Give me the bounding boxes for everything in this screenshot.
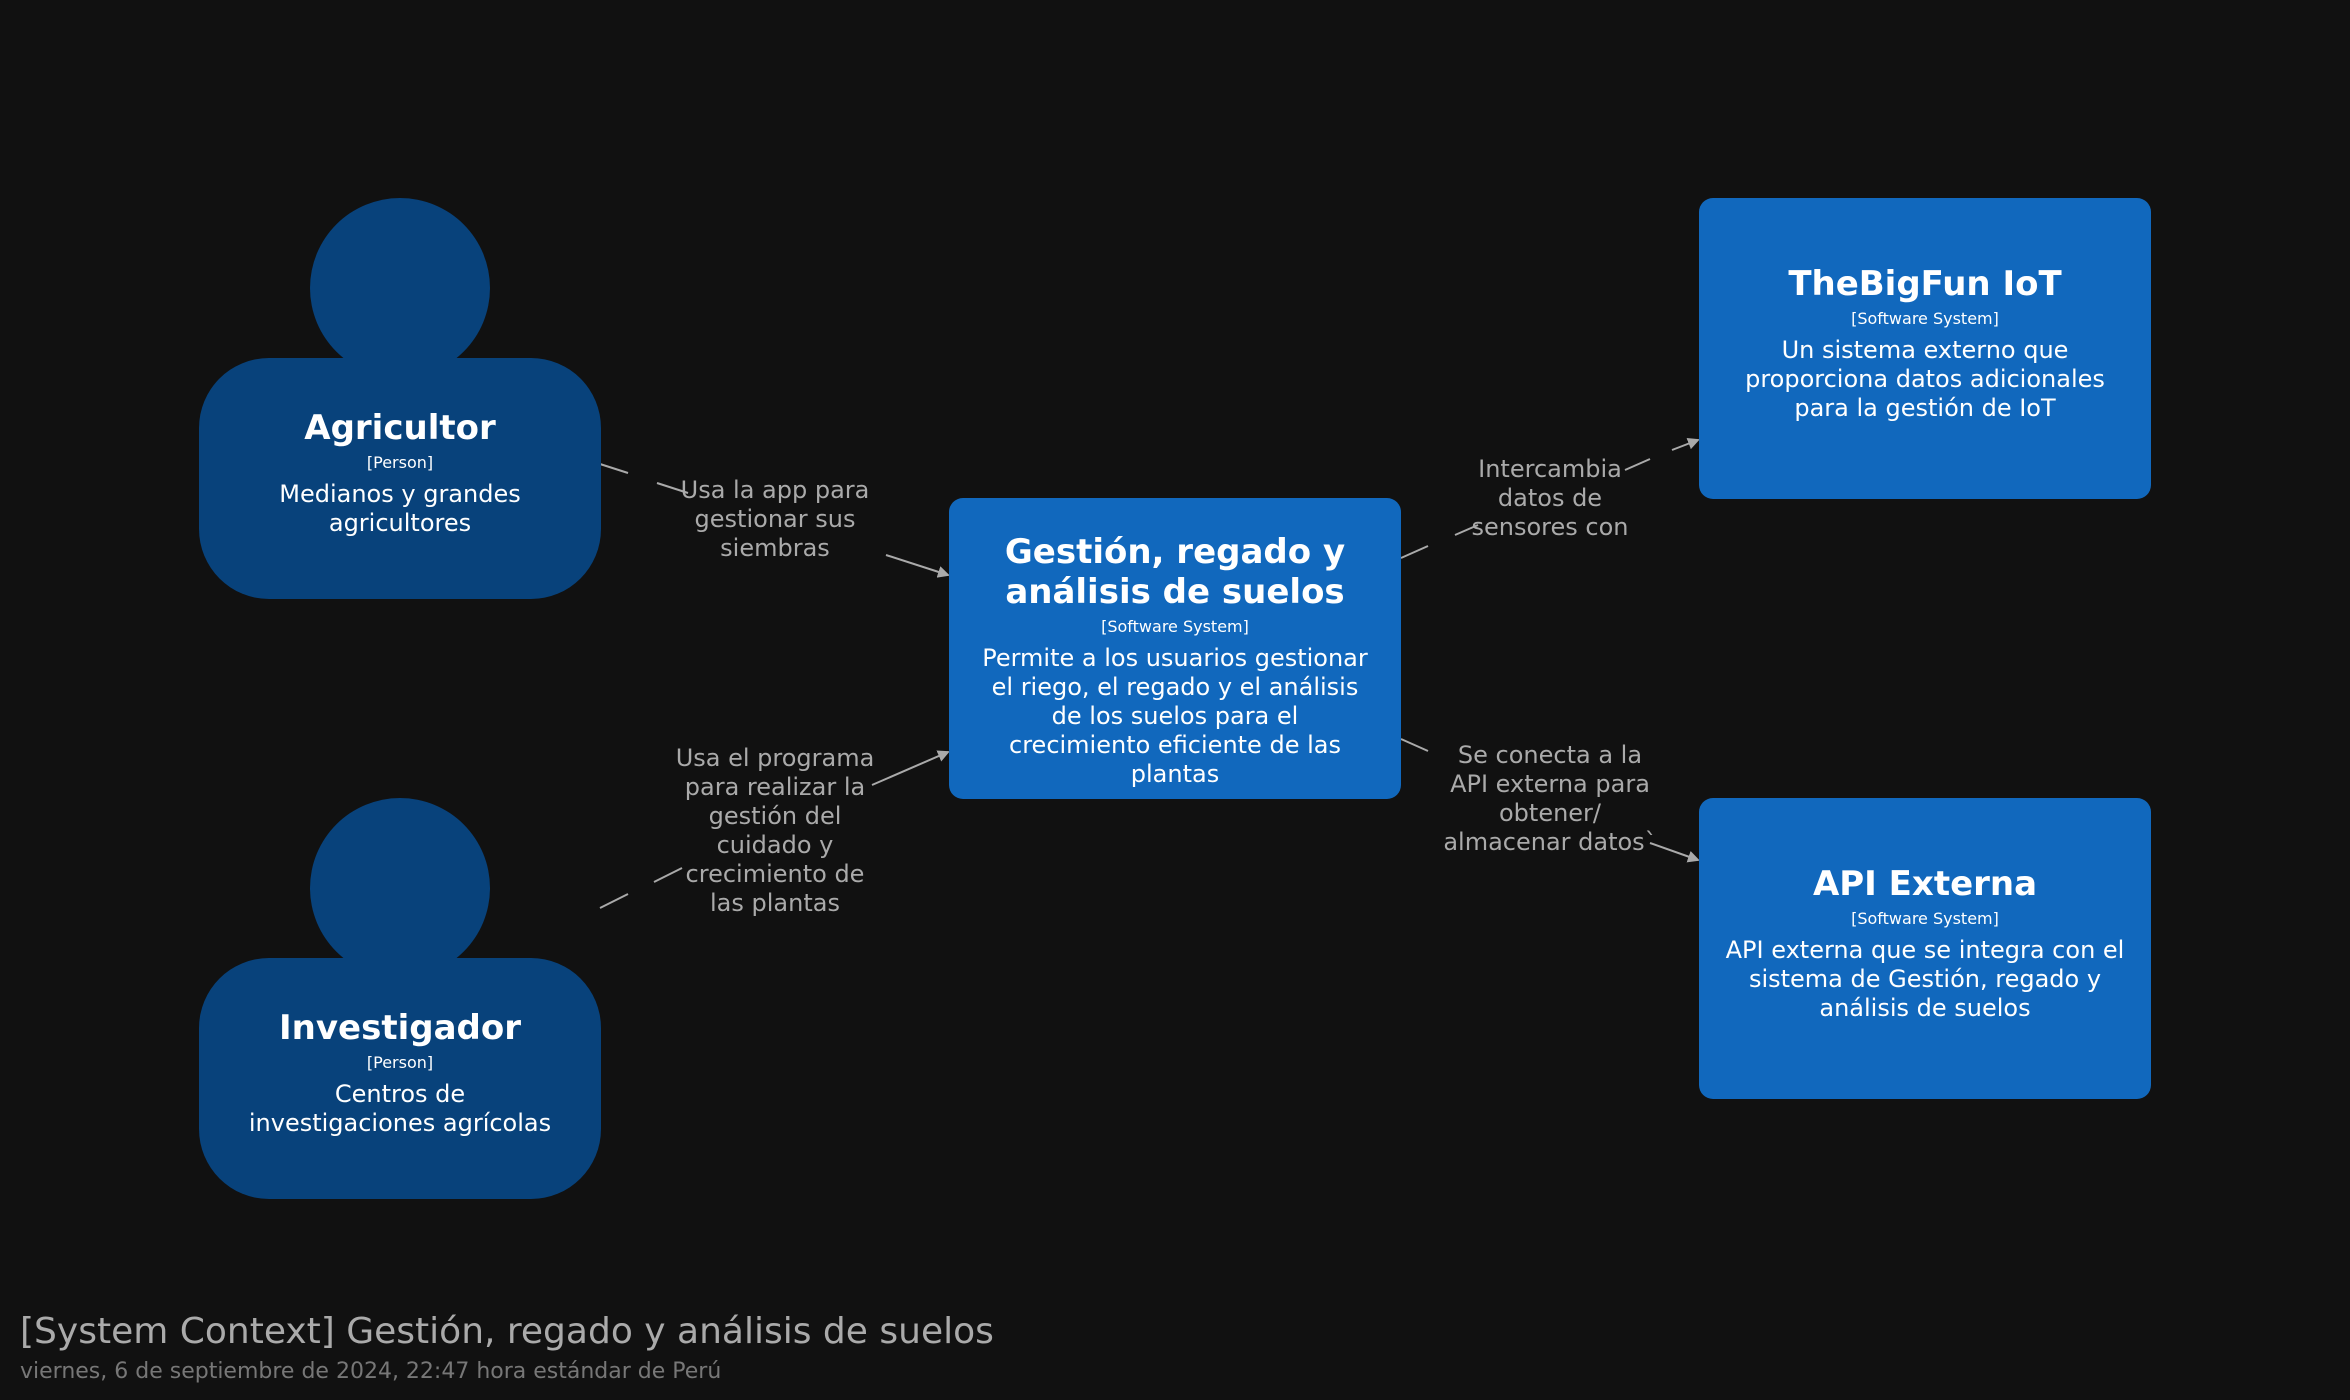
diagram-title: [System Context] Gestión, regado y análi… — [20, 1311, 994, 1352]
main-system-box[interactable]: Gestión, regado y análisis de suelos [So… — [949, 498, 1401, 799]
iot-system-name: TheBigFun IoT — [1788, 264, 2062, 304]
rel-line-agricultor-main — [599, 463, 629, 474]
iot-system-type: [Software System] — [1851, 309, 1999, 328]
iot-system-box[interactable]: TheBigFun IoT [Software System] Un siste… — [1699, 198, 2151, 499]
api-system-description: API externa que se integra con el sistem… — [1725, 936, 2125, 1022]
investigador-person[interactable]: Investigador [Person] Centros de investi… — [199, 958, 601, 1199]
investigador-type: [Person] — [366, 1053, 434, 1072]
investigador-description: Centros de investigaciones agrícolas — [248, 1080, 552, 1137]
agricultor-person[interactable]: Agricultor [Person] Medianos y grandes a… — [199, 358, 601, 599]
agricultor-name: Agricultor — [304, 408, 496, 448]
diagram-timestamp: viernes, 6 de septiembre de 2024, 22:47 … — [20, 1359, 722, 1384]
api-system-name: API Externa — [1812, 864, 2038, 904]
api-system-type: [Software System] — [1851, 909, 1999, 928]
agricultor-description: Medianos y grandes agricultores — [279, 480, 521, 537]
rel-line-main-iot — [1400, 545, 1429, 559]
investigador-name: Investigador — [279, 1008, 521, 1048]
rel-line-investigador-main — [599, 893, 629, 909]
main-system-name: Gestión, regado y análisis de suelos — [1004, 532, 1346, 612]
rel-label-agricultor-main: Usa la app para gestionar sus siembras — [680, 476, 870, 562]
rel-label-investigador-main: Usa el programa para realizar la gestión… — [675, 744, 875, 917]
agricultor-type: [Person] — [366, 453, 434, 472]
investigador-head-icon — [310, 798, 490, 978]
api-system-box[interactable]: API Externa [Software System] API extern… — [1699, 798, 2151, 1099]
rel-label-main-iot: Intercambia datos de sensores con — [1471, 455, 1629, 541]
rel-line-main-api — [1400, 738, 1429, 752]
iot-system-description: Un sistema externo que proporciona datos… — [1745, 336, 2105, 422]
main-system-description: Permite a los usuarios gestionar el rieg… — [982, 644, 1368, 788]
agricultor-head-icon — [310, 198, 490, 378]
main-system-type: [Software System] — [1101, 617, 1249, 636]
rel-label-main-api: Se conecta a la API externa para obtener… — [1443, 741, 1657, 856]
